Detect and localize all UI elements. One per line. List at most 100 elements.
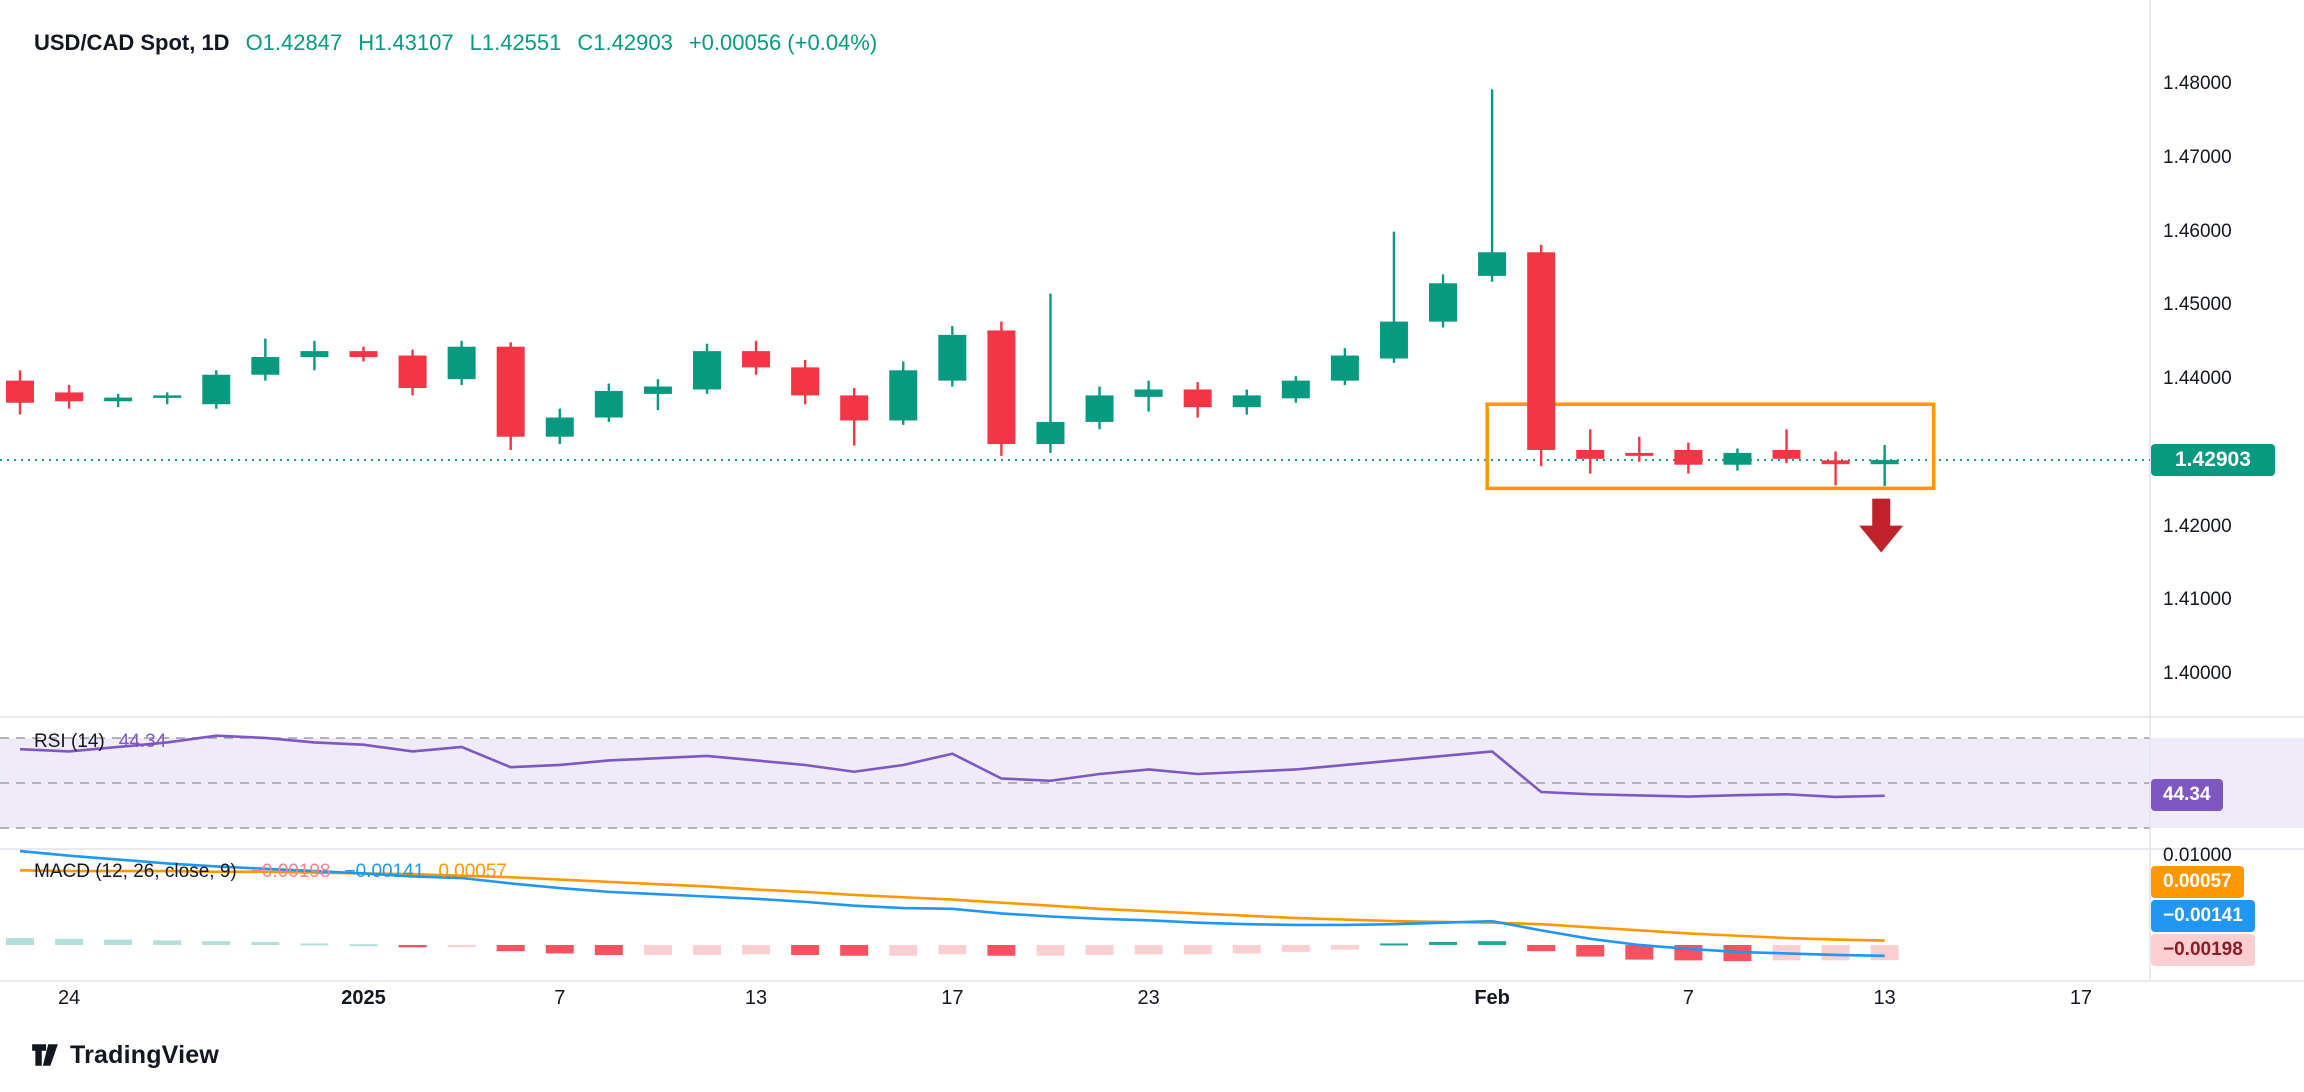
time-axis-label: Feb [1474,987,1510,1009]
macd-title[interactable]: MACD (12, 26, close, 9) [34,861,237,882]
candle-body [791,367,820,396]
candle-body [1330,355,1359,381]
candle-body [1527,252,1556,450]
candle-body [1723,452,1752,465]
macd-histogram-bar [692,944,721,955]
price-axis-label: 1.41000 [2163,589,2232,611]
macd-histogram-bar [447,944,476,948]
rsi-value-badge: 44.34 [2151,779,2223,811]
price-axis[interactable]: 1.48000 1.47000 1.46000 1.45000 1.44000 1.420… [2150,0,2304,981]
macd-histogram-bar [1330,944,1359,950]
candle-body [1281,380,1310,399]
candle-body [889,370,918,421]
candle-body [840,395,869,421]
candle-body [6,380,34,403]
candle-body [594,390,623,418]
macd-histogram-bar [496,944,525,952]
macd-histogram-bar [1870,944,1899,961]
macd-histogram-bar [1821,944,1850,961]
candle-body [1674,449,1703,465]
macd-histogram-bar [1232,944,1261,954]
candle-body [153,395,182,398]
macd-histogram-bar [594,944,623,955]
macd-histogram-bar [398,944,427,948]
macd-histogram-bar [251,941,280,945]
time-axis-label: 7 [1682,987,1694,1009]
candle-body [104,397,133,402]
symbol-title[interactable]: USD/CAD Spot, 1D [34,30,230,55]
candle-body [987,330,1016,445]
macd-histogram-bar [1478,941,1507,945]
rsi-line [19,734,1885,799]
price-axis-label: 1.47000 [2163,146,2232,168]
price-change: +0.00056 (+0.04%) [688,30,878,55]
macd-histogram-bar [349,944,378,947]
macd-histogram-bar [1134,944,1163,955]
current-price-badge: 1.42903 [2151,444,2275,476]
ohlc-low: L1.42551 [469,30,562,55]
price-axis-label: 1.42000 [2163,515,2232,537]
candle-body [1870,460,1899,465]
macd-histogram-bar [1527,944,1556,952]
highlight-box [1485,402,1936,491]
time-axis-label: 7 [554,987,566,1009]
ohlc-close: C1.42903 [577,30,673,55]
price-axis-label: 1.45000 [2163,294,2232,316]
macd-main-line [19,849,1885,958]
price-axis-label: 1.40000 [2163,663,2232,685]
candle-body [545,417,574,437]
macd-signal-badge: 0.00057 [2151,866,2244,898]
rsi-title[interactable]: RSI (14) [34,731,105,752]
price-axis-label: 1.46000 [2163,220,2232,242]
candle-body [1232,395,1261,408]
macd-pane-legend: MACD (12, 26, close, 9) −0.00198 −0.0014… [34,861,507,883]
candle-body [692,351,721,390]
tradingview-logo-text: TradingView [70,1040,220,1069]
macd-histogram-bar [153,940,182,945]
macd-histogram-bar [742,944,771,955]
candle-body [1821,460,1850,465]
candle-body [1134,389,1163,397]
macd-line-value: −0.00141 [344,861,425,882]
rsi-value: 44.34 [118,731,167,752]
macd-histogram-bar [1429,941,1458,945]
candle-body [643,386,672,394]
macd-histogram-bar [987,944,1016,956]
candle-body [398,355,427,389]
candle-body [1429,283,1458,322]
macd-histogram-bar [1576,944,1605,957]
candle-body [1625,452,1654,456]
macd-histogram-bar [889,944,918,956]
macd-histogram-bar [1036,944,1065,956]
candle-body [1036,421,1065,445]
symbol-legend: USD/CAD Spot, 1D O1.42847 H1.43107 L1.42… [34,30,877,56]
price-axis-label: 1.44000 [2163,368,2232,390]
time-axis-label: 23 [1137,987,1160,1009]
time-axis-label: 17 [2069,987,2093,1009]
candle-body [742,351,771,368]
candle-body [55,392,84,402]
price-axis-label: 1.48000 [2163,73,2232,95]
macd-axis-label: 0.01000 [2163,845,2232,866]
candle-body [938,334,967,381]
ohlc-high: H1.43107 [358,30,454,55]
time-axis-label: 24 [57,987,81,1009]
candle-body [1379,321,1408,359]
macd-line-badge: −0.00141 [2151,900,2255,932]
rsi-pane-legend: RSI (14) 44.34 [34,731,166,753]
macd-histogram-bar [1379,943,1408,946]
macd-histogram-bar [791,944,820,955]
time-axis[interactable]: 24 2025 7 13 17 23 Feb 7 13 17 [0,987,2304,1023]
macd-signal-value: 0.00057 [438,861,507,882]
candle-body [1478,252,1507,276]
candle-body [496,346,525,437]
macd-histogram-bar [1281,944,1310,952]
macd-histogram-bar [840,944,869,956]
ohlc-open: O1.42847 [245,30,343,55]
time-axis-label: 13 [1873,987,1896,1009]
macd-histogram-bar [104,939,133,945]
tradingview-branding[interactable]: TradingView [30,1040,219,1070]
macd-histogram-bar [1625,944,1654,960]
